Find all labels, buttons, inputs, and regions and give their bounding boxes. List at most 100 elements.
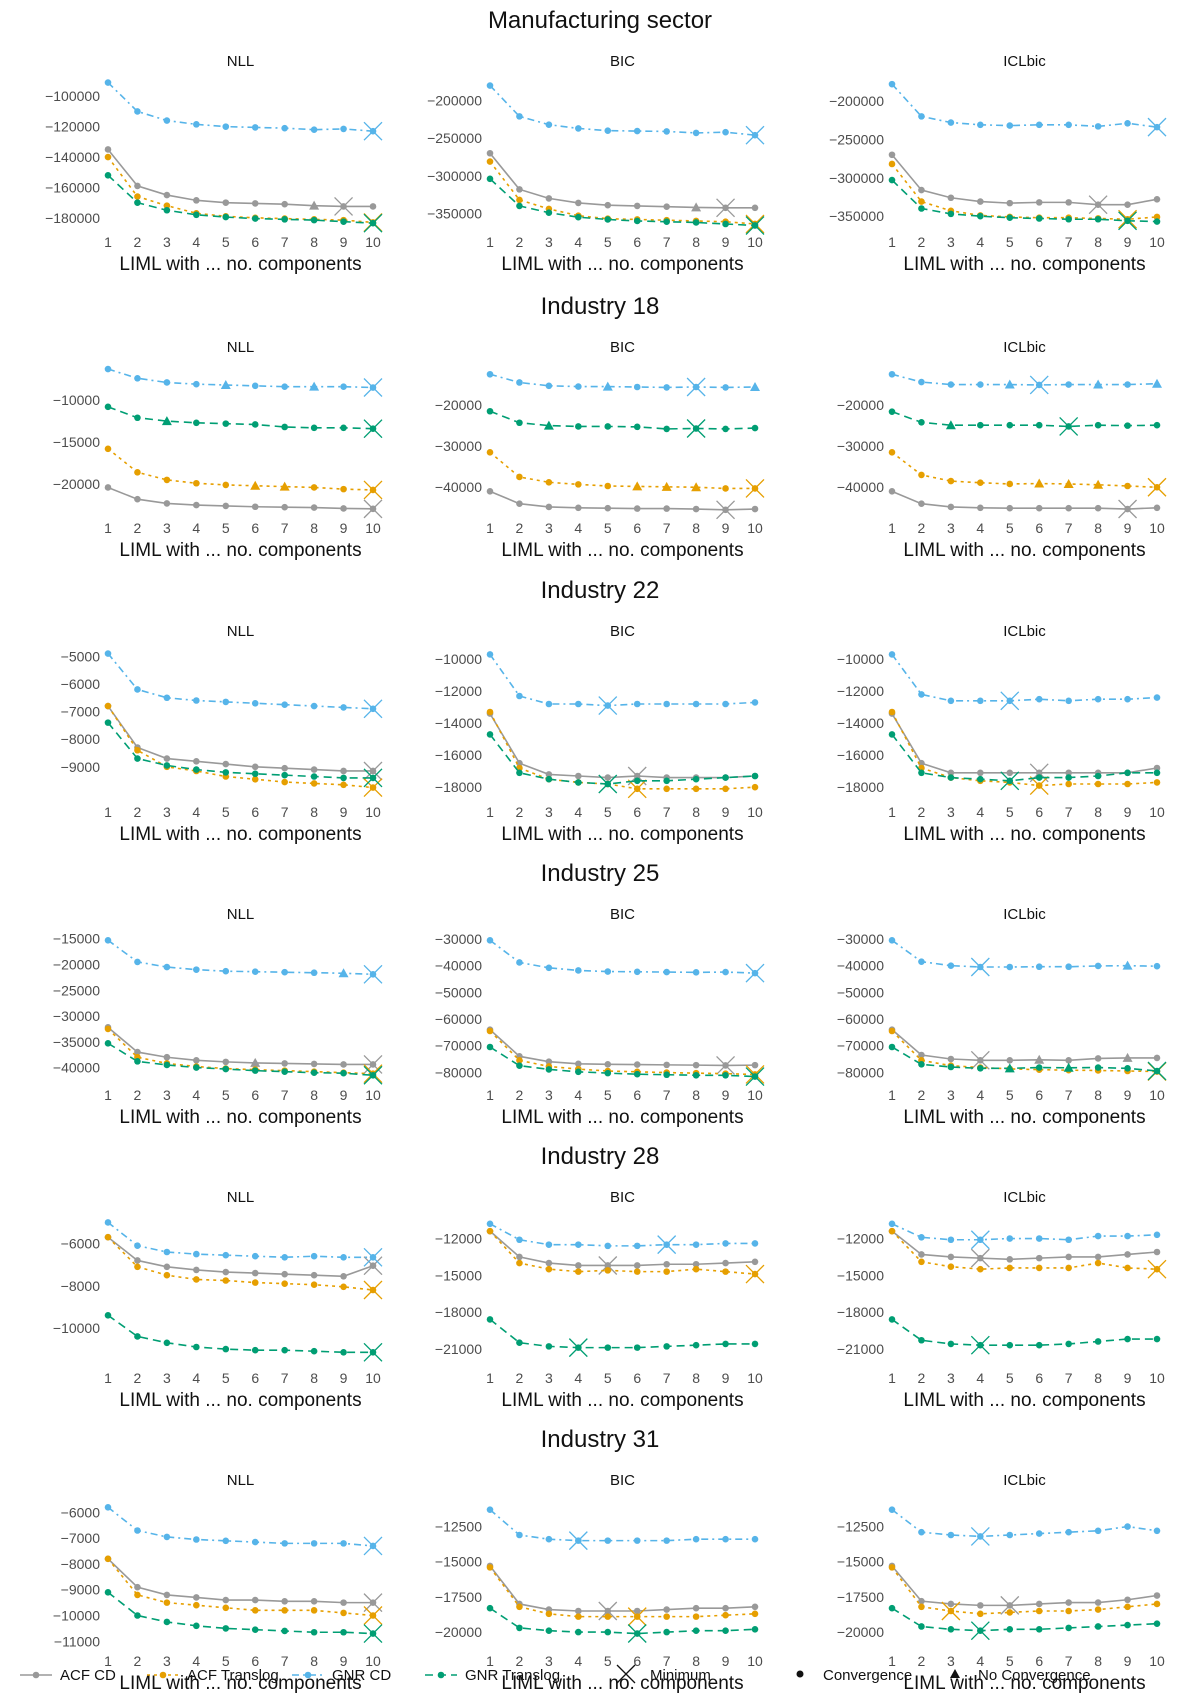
x-tick-label: 1: [888, 804, 896, 820]
no-convergence-point: [279, 481, 290, 491]
convergence-point: [1035, 215, 1043, 222]
legend-item-no-convergence: No Convergence: [950, 1667, 1091, 1684]
convergence-point: [947, 477, 955, 485]
panel-title: ICLbic: [1003, 623, 1046, 640]
convergence-point: [663, 1343, 670, 1350]
series-line: [489, 1318, 755, 1349]
x-tick-label: 7: [663, 234, 671, 250]
convergence-point: [1153, 769, 1161, 777]
convergence-point: [193, 1601, 200, 1609]
convergence-point: [604, 1069, 612, 1077]
series-line: [489, 84, 756, 136]
x-tick-label: 9: [722, 1370, 730, 1386]
series-gnr-cd: [888, 1506, 1161, 1546]
series-gnr-cd: [104, 936, 383, 984]
no-convergence-point: [1152, 378, 1162, 388]
convergence-point: [516, 769, 523, 777]
x-tick-label: 7: [281, 1087, 289, 1103]
x-tick-label: 4: [192, 1653, 200, 1669]
x-tick-label: 8: [310, 234, 318, 250]
convergence-point: [947, 1531, 955, 1539]
panel-title: BIC: [610, 623, 635, 640]
convergence-point: [888, 488, 896, 495]
x-tick-label: 5: [604, 1370, 612, 1386]
convergence-point: [163, 1053, 171, 1061]
y-tick-label: −12000: [435, 683, 482, 699]
convergence-point: [1153, 1527, 1161, 1535]
x-tick-label: 6: [633, 1087, 641, 1103]
convergence-point: [633, 423, 641, 431]
y-tick-label: −6000: [61, 676, 101, 692]
x-tick-label: 5: [222, 1653, 230, 1669]
convergence-point: [663, 1606, 670, 1613]
series-line: [891, 451, 1158, 489]
x-tick-label: 5: [1006, 1653, 1014, 1669]
convergence-point: [545, 1058, 553, 1065]
convergence-point: [575, 967, 582, 974]
convergence-point: [977, 121, 984, 129]
convergence-point: [1065, 504, 1072, 512]
series-line: [489, 152, 755, 209]
convergence-point: [310, 1281, 318, 1289]
legend-point: [437, 1671, 445, 1679]
convergence-point: [1094, 1259, 1102, 1267]
minimum-marker: [627, 1624, 647, 1643]
x-tick-label: 5: [1006, 1087, 1014, 1103]
series-gnr-translog: [888, 731, 1161, 791]
convergence-point: [1035, 199, 1043, 206]
series-gnr-translog: [486, 1316, 759, 1358]
convergence-point: [516, 1339, 523, 1347]
x-tick-label: 5: [1006, 234, 1014, 250]
x-tick-label: 7: [1065, 520, 1073, 536]
convergence-point: [486, 1604, 494, 1612]
panel-iclbic: ICLbic −30000 −40000 −50000 −60000 −70000 −800…: [837, 906, 1167, 1128]
convergence-point: [918, 471, 925, 479]
convergence-point: [163, 1618, 171, 1626]
convergence-point: [751, 1603, 759, 1611]
convergence-point: [888, 1027, 896, 1035]
x-tick-label: 5: [1006, 1370, 1014, 1386]
convergence-point: [340, 1069, 347, 1077]
y-tick-label: −10000: [53, 1608, 100, 1624]
panel-title: NLL: [227, 623, 255, 640]
convergence-point: [163, 694, 171, 702]
x-tick-label: 1: [888, 1087, 896, 1103]
convergence-point: [663, 785, 670, 793]
minimum-marker: [363, 1606, 383, 1625]
x-tick-label: 2: [918, 520, 926, 536]
x-tick-label: 1: [888, 1370, 896, 1386]
convergence-point: [1035, 774, 1043, 781]
convergence-point: [281, 1346, 288, 1354]
convergence-point: [193, 1594, 200, 1601]
convergence-point: [281, 1060, 288, 1067]
x-tick-label: 8: [1094, 1087, 1102, 1103]
convergence-point: [281, 1270, 288, 1278]
x-tick-label: 1: [104, 520, 112, 536]
convergence-point: [888, 370, 896, 378]
y-tick-label: −120000: [45, 119, 100, 135]
convergence-point: [1124, 1232, 1131, 1240]
x-tick-label: 10: [747, 1653, 763, 1669]
series-line: [107, 1591, 374, 1635]
minimum-marker: [363, 1054, 383, 1074]
panel-title: ICLbic: [1003, 906, 1046, 923]
convergence-point: [134, 755, 141, 762]
convergence-point: [888, 1604, 896, 1612]
convergence-point: [545, 1259, 553, 1267]
convergence-point: [486, 407, 494, 415]
convergence-point: [633, 1268, 641, 1275]
x-tick-label: 9: [722, 520, 730, 536]
convergence-point: [918, 769, 925, 777]
convergence-point: [1124, 695, 1131, 703]
y-tick-label: −100000: [45, 88, 100, 104]
convergence-point: [281, 1280, 288, 1287]
convergence-point: [918, 759, 925, 767]
convergence-point: [1153, 1592, 1161, 1599]
series-line: [891, 373, 1158, 386]
series-acf-cd: [486, 1227, 759, 1275]
convergence-point: [604, 127, 612, 134]
convergence-point: [340, 774, 347, 782]
